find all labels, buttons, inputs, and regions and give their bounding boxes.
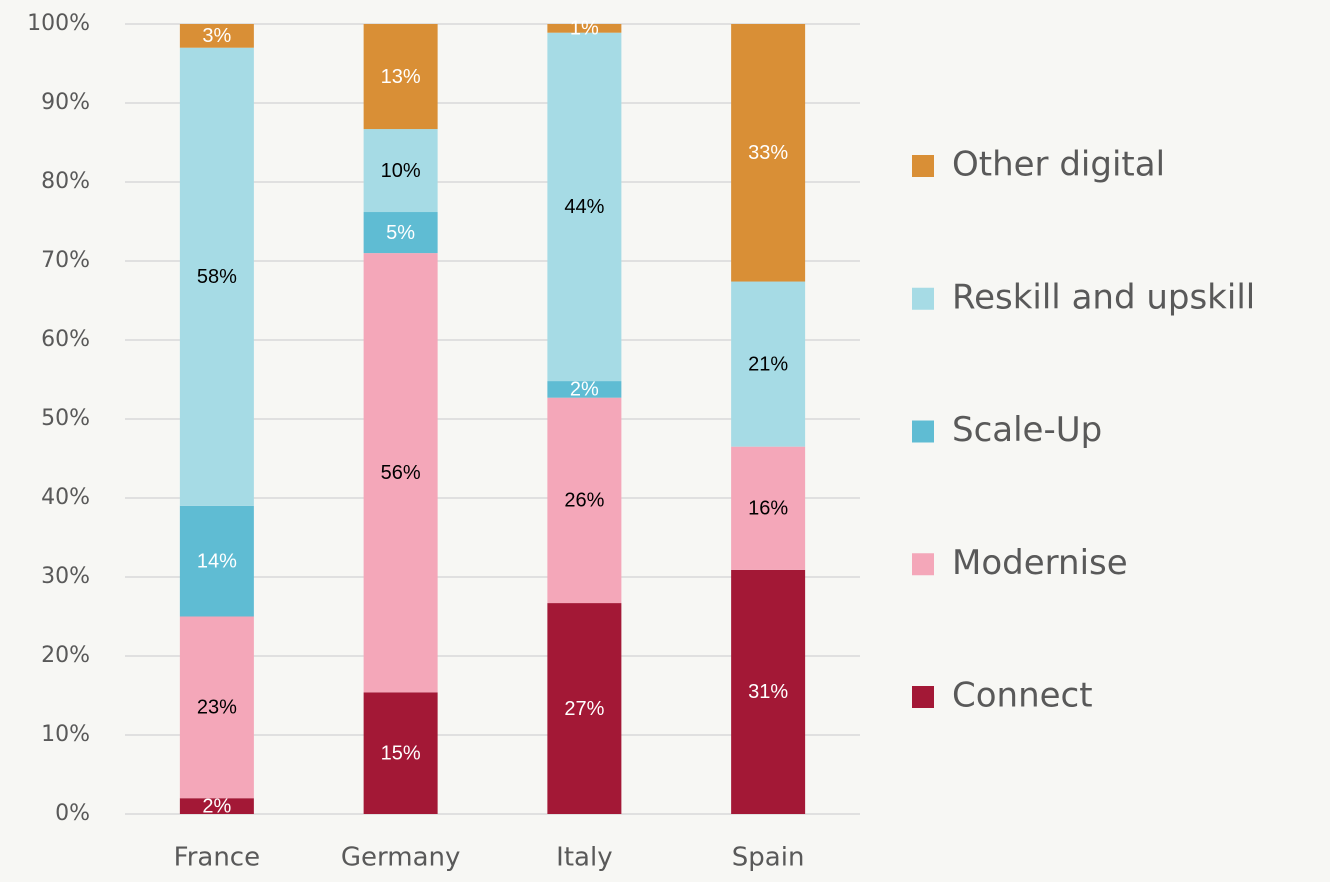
data-label: 33% (748, 142, 788, 164)
x-tick-label: Italy (556, 843, 612, 873)
y-tick-label: 20% (41, 643, 90, 668)
x-tick-label: France (174, 843, 260, 873)
data-label: 27% (564, 698, 604, 720)
bar-segment (731, 281, 806, 447)
data-label: 2% (202, 795, 231, 817)
legend-label: Other digital (952, 145, 1165, 185)
data-label: 44% (564, 196, 604, 218)
data-label: 26% (564, 490, 604, 512)
bar-segment (179, 798, 254, 814)
bar-segment (731, 446, 806, 570)
legend-label: Modernise (952, 543, 1128, 583)
data-label: 1% (570, 18, 599, 40)
bar-segment (179, 616, 254, 799)
bar-segment (179, 505, 254, 617)
bar-segment (547, 24, 622, 33)
data-label: 16% (748, 498, 788, 520)
legend-label: Connect (952, 676, 1093, 716)
x-tick-label: Spain (732, 843, 805, 873)
y-tick-label: 70% (41, 248, 90, 273)
y-tick-label: 0% (55, 801, 90, 826)
legend-swatch (912, 155, 934, 177)
bar-segment (179, 47, 254, 506)
bar-segment (547, 397, 622, 604)
bar-segment (363, 692, 438, 814)
data-label: 15% (381, 742, 421, 764)
data-label: 2% (570, 379, 599, 401)
data-label: 13% (381, 66, 421, 88)
data-label: 58% (197, 266, 237, 288)
data-label: 5% (386, 222, 415, 244)
y-tick-label: 90% (41, 90, 90, 115)
legend-swatch (912, 420, 934, 443)
bar-segment (363, 129, 438, 213)
bar-segment (363, 253, 438, 693)
bar-segment (547, 32, 622, 382)
bar-segment (731, 24, 806, 282)
y-tick-label: 50% (41, 406, 90, 431)
data-label: 21% (748, 353, 788, 375)
data-label: 23% (197, 697, 237, 719)
bar-segment (363, 212, 438, 254)
legend-label: Scale-Up (952, 410, 1102, 450)
bar-segment (731, 569, 806, 814)
y-tick-label: 10% (41, 722, 90, 747)
legend-swatch (912, 287, 934, 310)
bar-segment (547, 603, 622, 814)
data-label: 3% (202, 25, 231, 47)
bar-segment (547, 381, 622, 398)
y-tick-label: 30% (41, 564, 90, 589)
data-label: 56% (381, 462, 421, 484)
y-tick-label: 40% (41, 485, 90, 510)
bar-segment (179, 24, 254, 48)
data-label: 31% (748, 681, 788, 703)
legend-label: Reskill and upskill (952, 277, 1255, 317)
x-tick-label: Germany (341, 843, 461, 873)
y-tick-label: 80% (41, 169, 90, 194)
y-tick-label: 60% (41, 327, 90, 352)
data-label: 10% (381, 160, 421, 182)
data-label: 14% (197, 550, 237, 572)
bar-segment (363, 24, 438, 130)
legend-swatch (912, 686, 934, 708)
legend-swatch (912, 553, 934, 576)
y-tick-label: 100% (27, 11, 90, 36)
